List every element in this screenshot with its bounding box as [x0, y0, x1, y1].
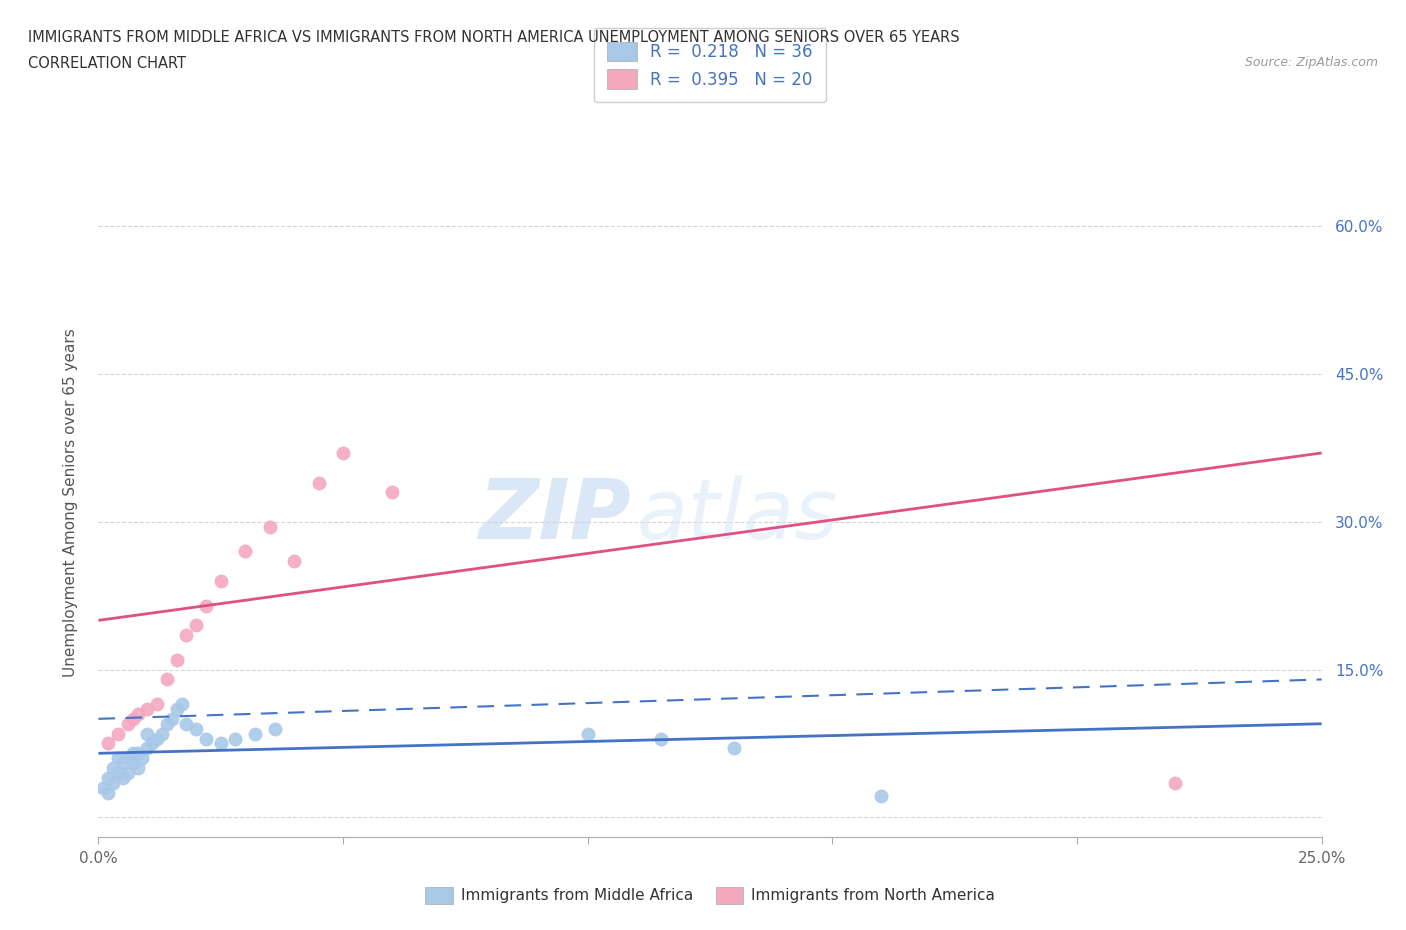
Point [111, 756, 134, 771]
Point [870, 789, 893, 804]
Point [263, 722, 285, 737]
Point [723, 741, 745, 756]
Legend: Immigrants from Middle Africa, Immigrants from North America: Immigrants from Middle Africa, Immigrant… [413, 874, 1007, 916]
Y-axis label: Unemployment Among Seniors over 65 years: Unemployment Among Seniors over 65 years [63, 328, 77, 677]
Point [381, 485, 404, 499]
Point [107, 765, 129, 780]
Point [121, 746, 143, 761]
Point [121, 711, 143, 726]
Point [136, 741, 159, 756]
Text: Source: ZipAtlas.com: Source: ZipAtlas.com [1244, 56, 1378, 69]
Point [117, 765, 139, 780]
Point [243, 726, 266, 741]
Point [136, 726, 159, 741]
Point [224, 731, 246, 746]
Point [117, 716, 139, 731]
Point [146, 731, 169, 746]
Point [186, 722, 208, 737]
Point [576, 726, 599, 741]
Point [186, 618, 208, 632]
Point [97, 770, 120, 785]
Point [150, 726, 173, 741]
Point [91, 780, 114, 795]
Point [176, 716, 198, 731]
Point [332, 445, 354, 460]
Text: atlas: atlas [637, 475, 838, 556]
Point [209, 736, 232, 751]
Point [166, 652, 188, 667]
Point [127, 761, 149, 776]
Point [127, 746, 149, 761]
Point [259, 519, 281, 534]
Point [107, 751, 129, 765]
Point [166, 701, 188, 716]
Point [121, 756, 143, 771]
Point [117, 751, 139, 765]
Point [1164, 776, 1187, 790]
Point [101, 761, 124, 776]
Point [141, 736, 163, 751]
Point [195, 598, 218, 613]
Text: CORRELATION CHART: CORRELATION CHART [28, 56, 186, 71]
Point [131, 751, 153, 765]
Point [156, 672, 179, 687]
Point [176, 628, 198, 643]
Text: IMMIGRANTS FROM MIDDLE AFRICA VS IMMIGRANTS FROM NORTH AMERICA UNEMPLOYMENT AMON: IMMIGRANTS FROM MIDDLE AFRICA VS IMMIGRA… [28, 30, 960, 45]
Point [127, 707, 149, 722]
Point [111, 770, 134, 785]
Point [170, 697, 193, 711]
Point [209, 574, 232, 589]
Point [195, 731, 218, 746]
Point [136, 701, 159, 716]
Point [650, 731, 672, 746]
Point [160, 711, 183, 726]
Point [146, 697, 169, 711]
Point [97, 785, 120, 800]
Point [97, 736, 120, 751]
Point [283, 554, 305, 569]
Point [156, 716, 179, 731]
Point [101, 776, 124, 790]
Point [107, 726, 129, 741]
Point [308, 475, 330, 490]
Text: ZIP: ZIP [478, 475, 630, 556]
Point [233, 544, 256, 559]
